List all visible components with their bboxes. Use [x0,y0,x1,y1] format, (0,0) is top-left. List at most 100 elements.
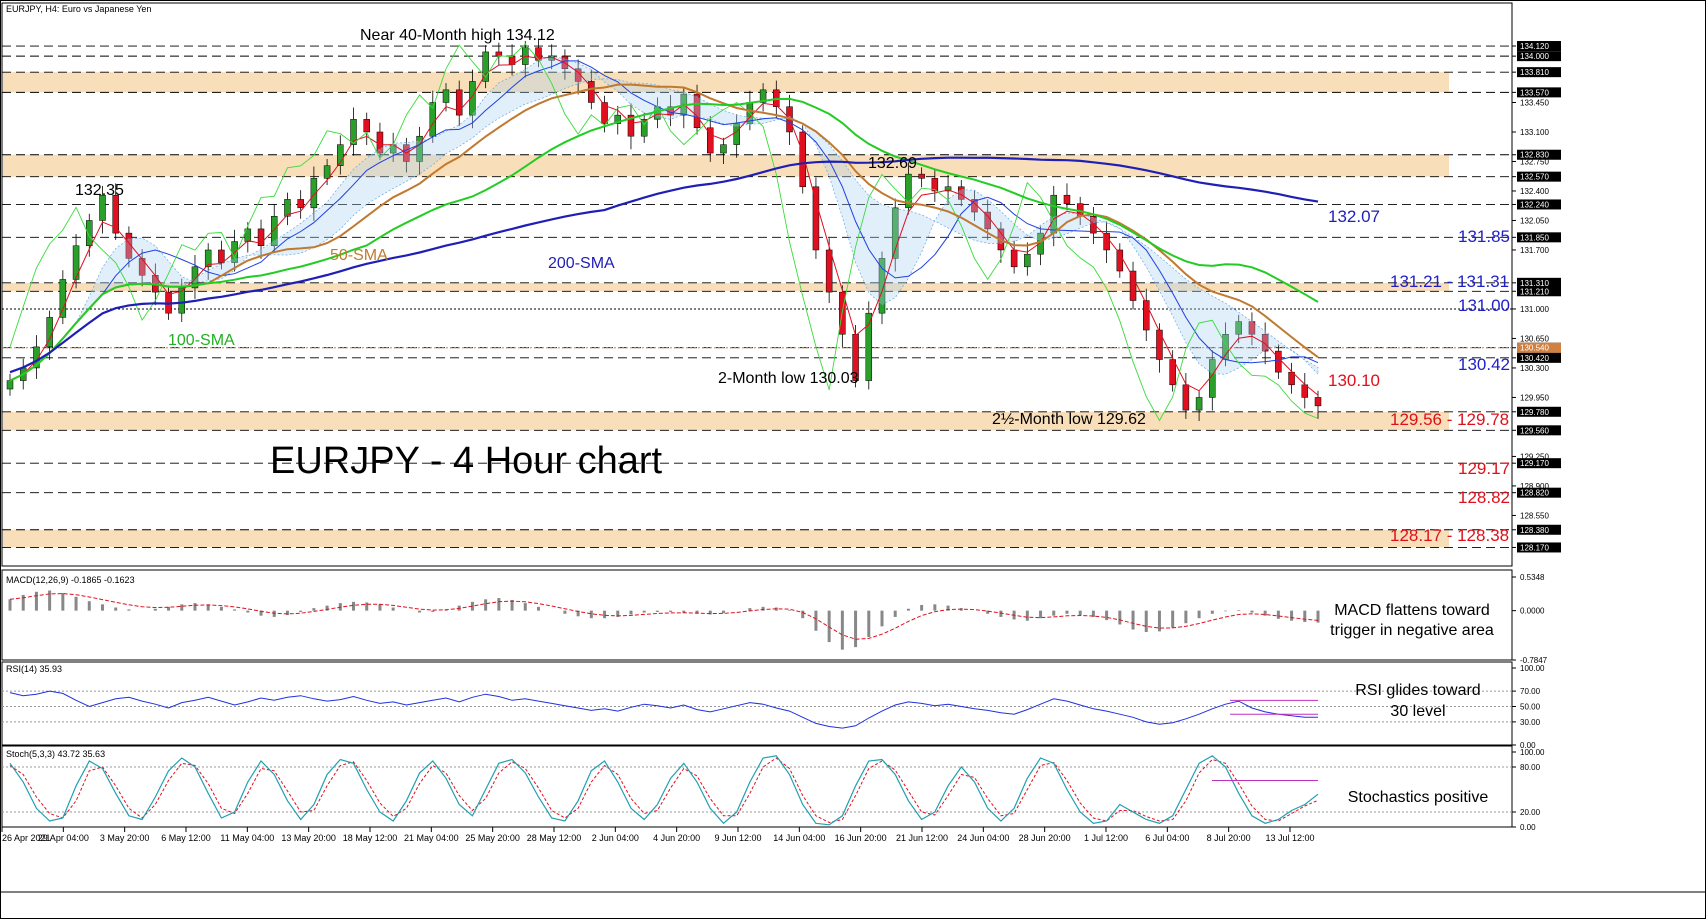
price-tick-label-6: 132.830 [1520,151,1549,160]
pane-frame-1 [1,569,1513,661]
price-tick-label-0: 134.120 [1520,42,1549,51]
macd-tick-label-1: 0.0000 [1520,607,1545,616]
ichimoku-cloud [9,55,1319,381]
candle-body [1024,253,1031,268]
price-tick-box-12 [1517,232,1561,243]
stoch-tick-label-1: 80.00 [1520,763,1541,772]
candle-body [482,51,489,82]
candle-body [363,119,370,133]
label-2-5-month-low: 2½-Month low 129.62 [992,411,1146,428]
candle-body [455,89,463,116]
label-40-month-high: Near 40-Month high 134.12 [360,27,555,44]
price-tick-label-17: 130.650 [1520,334,1549,343]
candle-body [442,89,450,103]
zone-0 [3,72,1449,93]
candle-body [178,287,186,314]
candle-body [1261,333,1269,352]
price-tick-label-11: 132.050 [1520,216,1549,225]
time-label-4: 11 May 04:00 [220,833,274,843]
price-tick-box-3 [1517,87,1561,98]
candle-body [86,220,93,247]
time-label-20: 8 Jul 20:00 [1207,833,1251,843]
candle-body [1103,232,1110,251]
rsi-tick-label-0: 100.00 [1520,664,1545,673]
price-tick-label-9: 132.400 [1520,187,1549,196]
price-tick-box-22 [1517,406,1561,417]
candle-body [125,232,133,259]
candle-body [1314,397,1322,407]
price-tick-label-8: 132.570 [1520,173,1549,182]
sma-100-line [9,97,1319,382]
price-tick-label-5: 133.100 [1520,128,1549,137]
candle-body [257,228,265,247]
price-tick-box-10 [1517,199,1561,210]
label-128-17-128-38: 128.17 - 128.38 [1390,526,1509,545]
macd-header: MACD(12,26,9) -0.1865 -0.1623 [6,575,135,585]
label-129-17: 129.17 [1458,459,1510,478]
candle-body [1288,371,1295,386]
candle-body [733,123,740,145]
time-label-17: 28 Jun 20:00 [1019,833,1071,843]
pane-frame-2 [1,661,1513,746]
candle-body [469,81,476,116]
time-label-14: 16 Jun 20:00 [835,833,887,843]
price-tick-box-27 [1517,487,1561,498]
label-high-132-69: 132.69 [868,155,917,172]
candle-body [1142,300,1150,331]
candle-body [1156,329,1163,360]
candle-body [416,135,423,162]
candle-body [1063,194,1071,204]
candle-body [337,144,344,166]
time-label-8: 25 May 20:00 [465,833,520,843]
candle-body [1169,359,1176,386]
label-130-42: 130.42 [1458,355,1510,374]
pane-frame-0 [1,2,1513,567]
time-label-1: 29 Apr 04:00 [38,833,89,843]
label-131-00: 131.00 [1458,296,1510,315]
price-tick-label-3: 133.570 [1520,88,1549,97]
candle-body [323,165,331,179]
sma-200-line [9,156,1319,374]
price-tick-label-12: 131.850 [1520,233,1549,242]
label-sma-200-value: 132.07 [1328,207,1380,226]
zone-4 [3,529,1449,548]
macd-signal-line [9,593,1319,640]
candle-body [270,216,278,247]
price-tick-box-0 [1517,41,1561,52]
label-130-10: 130.10 [1328,371,1380,390]
time-label-7: 21 May 04:00 [404,833,459,843]
candle-body [244,228,252,242]
price-tick-label-28: 128.550 [1520,511,1549,520]
candle-body [99,194,106,221]
time-label-13: 14 Jun 04:00 [773,833,825,843]
candle-body [6,380,14,390]
candle-body [1010,249,1018,268]
time-label-5: 13 May 20:00 [281,833,336,843]
price-tick-label-13: 131.700 [1520,246,1549,255]
price-tick-box-23 [1517,425,1561,436]
price-tick-label-27: 128.820 [1520,489,1549,498]
candle-body [1275,350,1282,373]
price-tick-box-6 [1517,149,1561,160]
price-tick-label-19: 130.420 [1520,354,1549,363]
price-tick-label-20: 130.300 [1520,364,1549,373]
time-label-21: 13 Jul 12:00 [1265,833,1314,843]
candle-body [918,173,925,179]
candle-body [614,114,622,124]
time-label-19: 6 Jul 04:00 [1145,833,1189,843]
candle-body [1195,397,1203,411]
candle-body [825,249,833,293]
candle-body [759,89,767,103]
candle-body [1090,216,1097,234]
candle-body [297,199,304,209]
candle-body [284,199,291,217]
symbol-header: EURJPY, H4: Euro vs Japanese Yen [6,4,151,14]
candle-body [891,207,899,259]
price-tick-label-30: 128.170 [1520,543,1549,552]
rsi-tick-label-2: 50.00 [1520,703,1541,712]
price-tick-box-1 [1517,51,1561,62]
stoch-k-line [9,755,1319,826]
candle-body [33,346,40,369]
